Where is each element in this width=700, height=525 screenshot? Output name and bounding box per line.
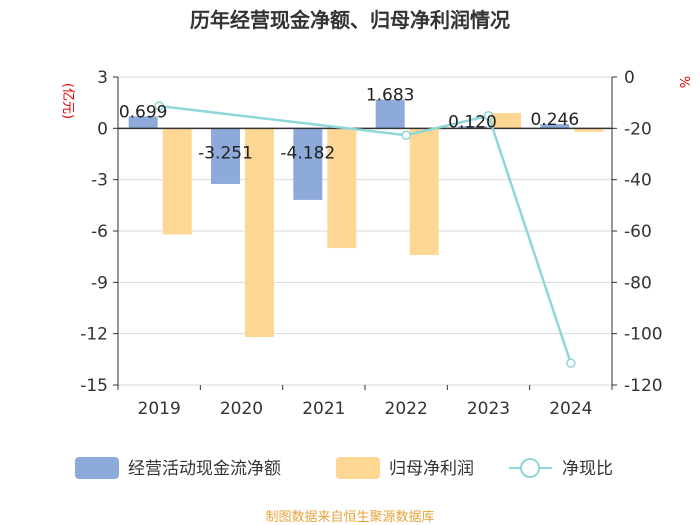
y-right-tick-label: -40: [624, 171, 652, 191]
y-right-tick-label: -20: [624, 119, 652, 139]
cashflow-bar: [128, 116, 158, 129]
legend-label-profit: 归母净利润: [389, 459, 474, 479]
cashflow-bar: [375, 99, 405, 129]
y-left-tick-label: -9: [91, 273, 108, 293]
cashflow-bar: [458, 126, 487, 129]
x-tick-label: 2021: [302, 399, 345, 419]
ratio-point: [401, 130, 411, 141]
cashflow-value-label: -3.251: [198, 143, 253, 163]
ratio-point: [483, 111, 494, 121]
cashflow-bar: [540, 124, 570, 129]
y-right-axis-label: %: [676, 76, 691, 88]
y-left-axis-label: (亿元): [60, 83, 75, 119]
y-left-tick-label: -15: [80, 376, 108, 396]
x-ticks: 2019 2020 2021 2022 2023 2024: [117, 385, 613, 419]
profit-bar: [162, 128, 192, 235]
legend-swatch-cashflow: [75, 457, 119, 479]
ratio-line: [154, 101, 576, 368]
profit-bar: [409, 128, 439, 255]
ratio-point: [154, 101, 164, 111]
cashflow-value-label: 0.246: [530, 110, 579, 130]
y-left-tick-label: 0: [97, 119, 108, 139]
cashflow-value-label: 1.683: [366, 86, 415, 106]
legend-marker-ratio: [520, 458, 540, 478]
source-note: 制图数据来自恒生聚源数据库: [265, 509, 434, 525]
cashflow-bar: [293, 128, 323, 200]
y-left-tick-label: 3: [97, 68, 108, 88]
chart-title: 历年经营现金净额、归母净利润情况: [190, 8, 510, 32]
y-right-tick-label: -100: [624, 325, 663, 345]
y-left-tick-label: -12: [80, 325, 108, 345]
y-right-ticks: 0 -20 -40 -60 -80 -100 -120: [612, 68, 663, 396]
axes: [117, 77, 613, 385]
legend: 经营活动现金流净额 归母净利润 净现比: [75, 457, 613, 479]
bar-labels: 0.699 -3.251 -4.182 1.683 0.120 0.246: [119, 86, 579, 164]
profit-bar: [492, 112, 521, 129]
x-tick-label: 2022: [385, 399, 428, 419]
legend-label-ratio: 净现比: [562, 459, 613, 479]
x-tick-label: 2024: [549, 399, 592, 419]
legend-swatch-profit: [336, 457, 380, 479]
profit-bar: [245, 128, 274, 338]
y-left-ticks: 3 0 -3 -6 -9 -12 -15: [80, 68, 118, 396]
cashflow-value-label: 0.699: [119, 102, 168, 122]
ratio-point: [566, 358, 576, 368]
y-right-tick-label: -120: [624, 376, 663, 396]
y-right-tick-label: -60: [624, 222, 652, 242]
profit-bar: [327, 128, 357, 249]
cashflow-value-label: -4.182: [280, 143, 335, 163]
bars: [128, 99, 604, 338]
y-right-tick-label: -80: [624, 273, 652, 293]
x-tick-label: 2023: [467, 399, 510, 419]
y-right-tick-label: 0: [624, 68, 635, 88]
profit-bar: [574, 128, 604, 132]
cashflow-value-label: 0.120: [448, 112, 497, 132]
y-left-tick-label: -6: [91, 222, 108, 242]
x-tick-label: 2019: [138, 399, 181, 419]
cashflow-bar: [211, 128, 240, 184]
legend-label-cashflow: 经营活动现金流净额: [128, 459, 281, 479]
y-left-tick-label: -3: [91, 171, 108, 191]
x-tick-label: 2020: [220, 399, 263, 419]
ratio-series-line: [159, 104, 573, 364]
